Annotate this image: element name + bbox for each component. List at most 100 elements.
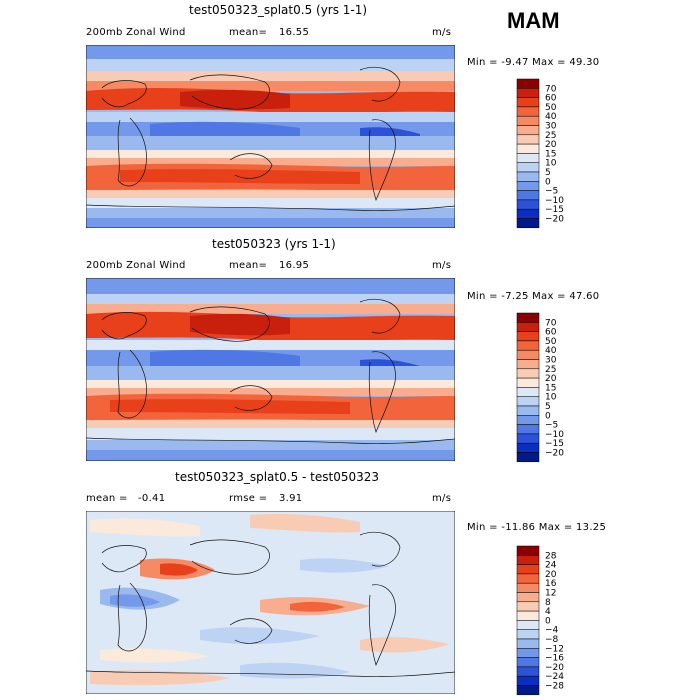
panel-3-mean-value: -0.41 (138, 493, 166, 504)
colorbar-2-swatch (516, 387, 540, 397)
colorbar-3-swatch (516, 648, 540, 658)
colorbar-3-tick-label: −24 (545, 672, 564, 682)
colorbar-3-swatch (516, 685, 540, 696)
panel-2-mean-label: mean= (229, 260, 268, 271)
colorbar-2-swatch (516, 322, 540, 332)
colorbar-1-swatch (516, 218, 540, 229)
colorbar-1-swatch (516, 78, 540, 89)
colorbar-1-tick-label: 5 (545, 168, 551, 178)
colorbar-1-tick-label: 20 (545, 140, 557, 150)
panel-3-minmax: Min = -11.86 Max = 13.25 (467, 522, 607, 533)
colorbar-2-swatch (516, 349, 540, 360)
panel-2-title: test050323 (yrs 1-1) (212, 237, 336, 251)
colorbar-3-tick-label: 0 (545, 616, 551, 626)
colorbar-3-tick-label: 28 (545, 551, 557, 561)
panel-3-mean-label: mean = (86, 493, 128, 504)
panel-2-units: m/s (432, 260, 452, 271)
colorbar-1-swatch (516, 181, 540, 191)
colorbar-1-tick-label: 40 (545, 112, 557, 122)
colorbar-3-swatch (516, 564, 540, 575)
colorbar-2-swatch (516, 368, 540, 379)
colorbar-2-tick-label: 0 (545, 411, 551, 421)
colorbar-1-swatch (516, 153, 540, 163)
colorbar-1-tick-label: −20 (545, 215, 564, 225)
colorbar-3-swatch (516, 601, 540, 612)
colorbar-2-tick-label: 70 (545, 318, 557, 328)
colorbar-3-swatch (516, 573, 540, 584)
colorbar-3-swatch (516, 555, 540, 565)
colorbar-3-swatch (516, 666, 540, 677)
colorbar-2-swatch (516, 442, 540, 453)
panel-3-map (86, 511, 455, 694)
colorbar-1-tick-label: −5 (545, 187, 558, 197)
panel-1-units: m/s (432, 27, 452, 38)
colorbar-3-tick-label: 16 (545, 579, 557, 589)
panel-3-rmse-value: 3.91 (279, 493, 303, 504)
colorbar-3-swatch (516, 545, 540, 556)
colorbar-1-swatch (516, 143, 540, 154)
colorbar-3-tick-label: 8 (545, 598, 551, 608)
colorbar-3-tick-label: 24 (545, 561, 557, 571)
colorbar-2-swatch (516, 415, 540, 425)
season-label: MAM (507, 8, 560, 33)
colorbar-2-tick-label: 60 (545, 328, 557, 338)
colorbar-2-swatch (516, 377, 540, 388)
colorbar-3-swatch (516, 592, 540, 603)
colorbar-2-swatch (516, 312, 540, 323)
colorbar-2-tick-label: 20 (545, 374, 557, 384)
colorbar-3-swatch (516, 638, 540, 649)
panel-2-variable-label: 200mb Zonal Wind (86, 260, 186, 271)
colorbar-3-tick-label: −20 (545, 663, 564, 673)
panel-1-coastlines (86, 67, 455, 211)
colorbar-2-tick-label: 10 (545, 393, 557, 403)
panel-1-variable-label: 200mb Zonal Wind (86, 27, 186, 38)
colorbar-2-swatch (516, 452, 540, 463)
colorbar-1-tick-label: 0 (545, 177, 551, 187)
panel-1-minmax: Min = -9.47 Max = 49.30 (467, 57, 600, 68)
colorbar-1-swatch (516, 125, 540, 136)
panel-3-rmse-label: rmse = (229, 493, 268, 504)
colorbar-2-tick-label: 30 (545, 356, 557, 366)
panel-3-coastlines (86, 532, 455, 677)
colorbar-1-swatch (516, 190, 540, 201)
colorbar-3-tick-label: 12 (545, 589, 556, 599)
colorbar-2-swatch (516, 424, 540, 435)
colorbar-1-tick-label: 60 (545, 94, 557, 104)
colorbar-1-tick-label: 15 (545, 149, 556, 159)
panel-2-minmax: Min = -7.25 Max = 47.60 (467, 291, 600, 302)
panel-2-map (86, 278, 455, 461)
colorbar-1-swatch (516, 171, 540, 182)
colorbar-1-tick-label: 30 (545, 122, 557, 132)
colorbar-1-swatch (516, 115, 540, 126)
colorbar-2-tick-label: 50 (545, 337, 557, 347)
colorbar-1-swatch (516, 97, 540, 108)
colorbar-1-swatch (516, 134, 540, 145)
panel-3-title: test050323_splat0.5 - test050323 (175, 470, 380, 484)
colorbar-3-tick-label: 4 (545, 607, 551, 617)
colorbar-1-swatch (516, 88, 540, 98)
colorbar-1-tick-label: 50 (545, 103, 557, 113)
colorbar-3-tick-label: −16 (545, 654, 564, 664)
colorbar-2-tick-label: 5 (545, 402, 551, 412)
panel-2-coastlines (86, 299, 455, 444)
colorbar-1-tick-label: −10 (545, 196, 564, 206)
colorbar-3-swatch (516, 620, 540, 630)
colorbar-2-swatch (516, 433, 540, 444)
colorbar-2-tick-label: 40 (545, 346, 557, 356)
colorbar-3-swatch (516, 629, 540, 640)
colorbar-3-swatch (516, 675, 540, 686)
colorbar-1-swatch (516, 162, 540, 173)
colorbar-2-tick-label: −5 (545, 421, 558, 431)
colorbar-1-swatch (516, 199, 540, 210)
colorbar-2-swatch (516, 340, 540, 351)
panel-1-mean-value: 16.55 (279, 27, 310, 38)
colorbar-1-tick-label: 25 (545, 131, 556, 141)
colorbar-3-swatch (516, 582, 540, 593)
panel-1-mean-label: mean= (229, 27, 268, 38)
panel-1-title: test050323_splat0.5 (yrs 1-1) (189, 3, 368, 17)
colorbar-1-tick-label: 70 (545, 84, 557, 94)
